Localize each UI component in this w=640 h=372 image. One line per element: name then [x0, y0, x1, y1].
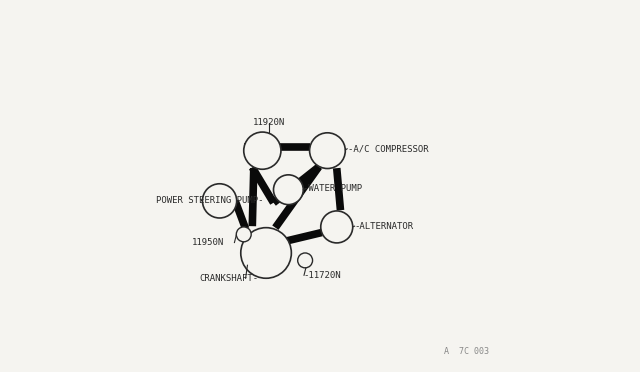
Circle shape — [241, 228, 291, 278]
Text: POWER STEERING PUMP-: POWER STEERING PUMP- — [156, 196, 264, 205]
Circle shape — [310, 133, 346, 169]
Circle shape — [202, 184, 237, 218]
Text: A  7C 003: A 7C 003 — [444, 347, 489, 356]
Circle shape — [236, 227, 251, 242]
Circle shape — [244, 132, 281, 169]
Text: -ALTERNATOR: -ALTERNATOR — [354, 222, 413, 231]
Text: CRANKSHAFT-: CRANKSHAFT- — [199, 274, 258, 283]
Text: 11950N: 11950N — [191, 238, 224, 247]
Text: -11720N: -11720N — [303, 271, 341, 280]
Text: 11920N: 11920N — [253, 118, 285, 127]
Text: -A/C COMPRESSOR: -A/C COMPRESSOR — [348, 144, 428, 153]
Circle shape — [273, 175, 303, 205]
Circle shape — [321, 211, 353, 243]
Circle shape — [298, 253, 312, 268]
Text: -WATER PUMP: -WATER PUMP — [303, 185, 362, 193]
